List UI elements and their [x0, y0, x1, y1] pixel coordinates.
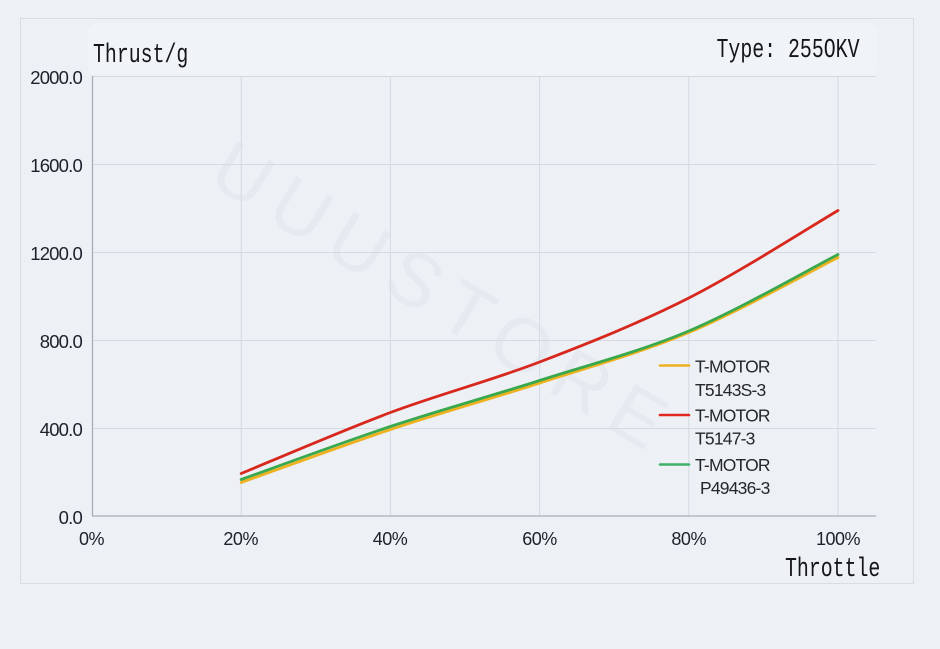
svg-text:2000.0: 2000.0 [30, 67, 82, 88]
svg-text:T-MOTOR: T-MOTOR [695, 357, 770, 377]
svg-text:60%: 60% [522, 529, 557, 549]
svg-text:1200.0: 1200.0 [30, 243, 82, 264]
svg-text:UUUSTORE: UUUSTORE [197, 124, 693, 473]
svg-text:T-MOTOR: T-MOTOR [695, 455, 770, 475]
svg-text:0%: 0% [79, 529, 105, 549]
svg-text:P49436-3: P49436-3 [700, 478, 770, 498]
svg-text:100%: 100% [816, 529, 861, 549]
svg-text:T5147-3: T5147-3 [695, 429, 755, 449]
svg-text:Thrust/g: Thrust/g [93, 42, 188, 71]
svg-text:40%: 40% [373, 529, 408, 549]
svg-text:Type: 255OKV: Type: 255OKV [717, 37, 860, 66]
svg-text:80%: 80% [671, 529, 706, 549]
svg-text:T-MOTOR: T-MOTOR [695, 406, 770, 426]
svg-text:0.0: 0.0 [59, 507, 83, 528]
svg-text:20%: 20% [223, 529, 258, 549]
svg-text:400.0: 400.0 [40, 419, 83, 440]
svg-text:800.0: 800.0 [40, 331, 83, 352]
svg-text:T5143S-3: T5143S-3 [695, 380, 766, 400]
svg-text:1600.0: 1600.0 [30, 155, 82, 176]
svg-text:Throttle: Throttle [785, 556, 880, 585]
